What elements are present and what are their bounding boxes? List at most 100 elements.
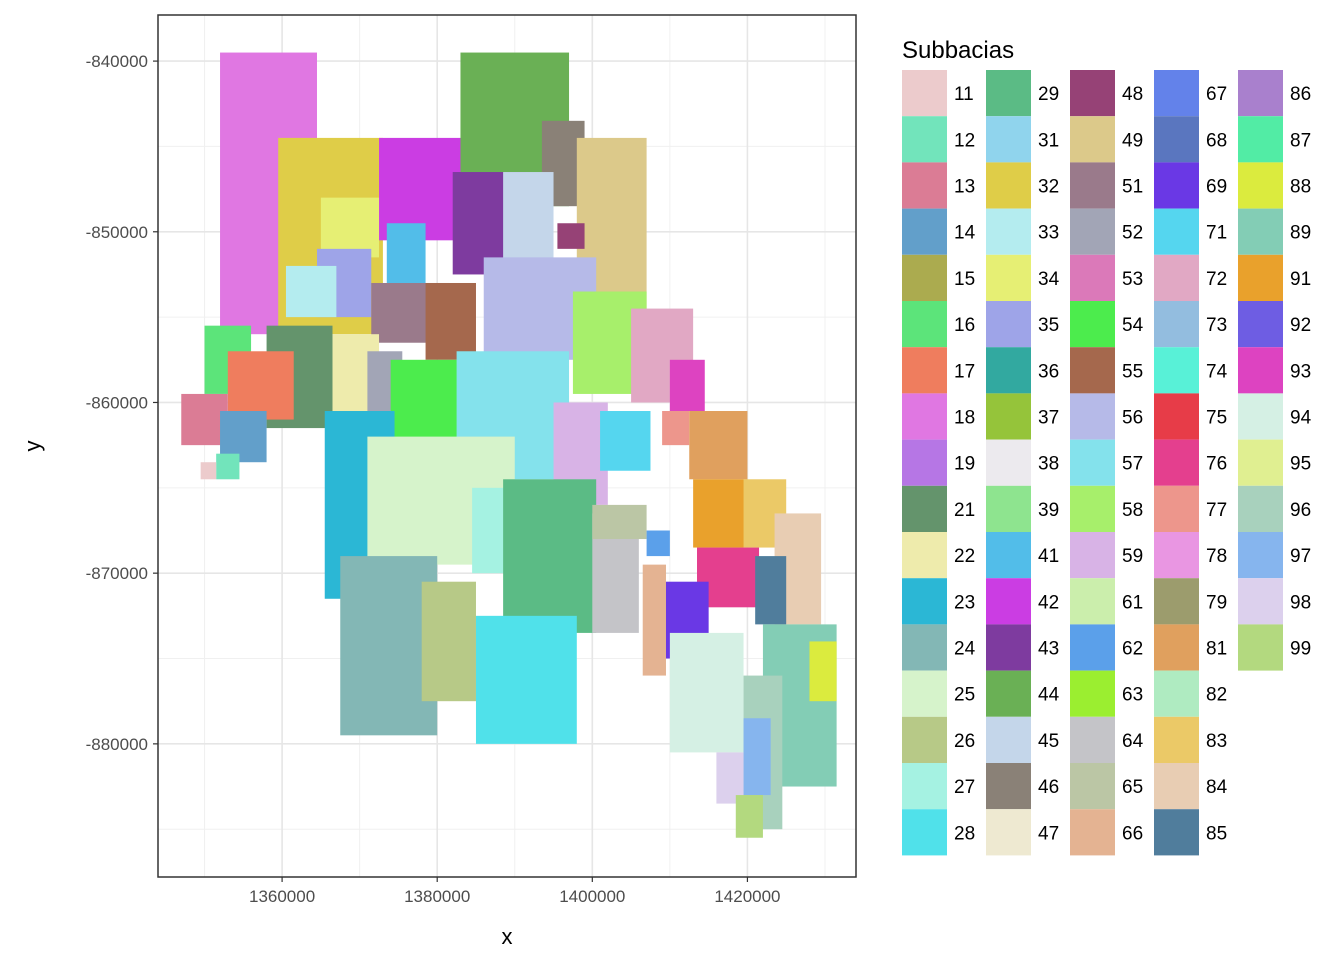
legend-label-46: 46	[1038, 777, 1059, 798]
legend-key-24	[902, 624, 947, 671]
region-88	[809, 641, 837, 702]
region-29	[503, 479, 597, 633]
legend-label-99: 99	[1290, 639, 1311, 660]
legend-key-68	[1154, 116, 1199, 163]
legend-label-89: 89	[1290, 223, 1311, 244]
legend-label-43: 43	[1038, 639, 1059, 660]
legend-key-51	[1070, 162, 1115, 209]
legend-label-98: 98	[1290, 592, 1311, 613]
legend-key-96	[1238, 485, 1283, 532]
legend-key-77	[1154, 485, 1199, 532]
legend-label-16: 16	[954, 315, 975, 336]
legend-label-37: 37	[1038, 408, 1059, 429]
legend-key-67	[1154, 70, 1199, 117]
legend-key-12	[902, 116, 947, 163]
legend-key-21	[902, 485, 947, 532]
legend-key-89	[1238, 208, 1283, 255]
region-12	[216, 453, 240, 480]
legend-key-64	[1070, 716, 1115, 763]
legend-key-11	[902, 70, 947, 117]
region-97	[743, 718, 771, 796]
legend-key-34	[986, 254, 1031, 301]
legend-title: Subbacias	[902, 37, 1014, 64]
y-tick-label: -870000	[86, 564, 148, 583]
region-85	[755, 556, 787, 625]
raster-regions	[181, 52, 837, 838]
legend-label-21: 21	[954, 500, 975, 521]
legend-key-75	[1154, 393, 1199, 440]
legend-label-13: 13	[954, 177, 975, 198]
legend-label-29: 29	[1038, 84, 1059, 105]
region-62	[646, 530, 670, 557]
legend-label-95: 95	[1290, 454, 1311, 475]
legend-label-62: 62	[1122, 639, 1143, 660]
x-tick-label: 1380000	[404, 887, 470, 906]
legend-label-65: 65	[1122, 777, 1143, 798]
legend-label-19: 19	[954, 454, 975, 475]
legend-key-62	[1070, 624, 1115, 671]
legend-label-91: 91	[1290, 269, 1311, 290]
legend-key-73	[1154, 301, 1199, 348]
region-55	[425, 282, 476, 360]
legend-label-75: 75	[1206, 408, 1227, 429]
legend-label-45: 45	[1038, 731, 1059, 752]
legend-key-52	[1070, 208, 1115, 255]
legend-key-45	[986, 716, 1031, 763]
legend-key-14	[902, 208, 947, 255]
legend-key-25	[902, 670, 947, 717]
legend-label-33: 33	[1038, 223, 1059, 244]
legend-label-27: 27	[954, 777, 975, 798]
legend-key-97	[1238, 532, 1283, 579]
legend-key-69	[1154, 162, 1199, 209]
legend-key-35	[986, 301, 1031, 348]
legend-label-81: 81	[1206, 639, 1227, 660]
x-tick-label: 1400000	[559, 887, 625, 906]
legend-label-41: 41	[1038, 546, 1059, 567]
legend-label-86: 86	[1290, 84, 1311, 105]
legend-label-51: 51	[1122, 177, 1143, 198]
legend-label-44: 44	[1038, 685, 1060, 706]
legend-label-48: 48	[1122, 84, 1143, 105]
legend-label-52: 52	[1122, 223, 1143, 244]
legend-label-93: 93	[1290, 361, 1311, 382]
x-axis: 1360000 1380000 1400000 1420000	[249, 877, 781, 906]
region-94	[669, 632, 744, 753]
legend-label-59: 59	[1122, 546, 1143, 567]
legend-key-66	[1070, 809, 1115, 856]
legend-label-49: 49	[1122, 130, 1143, 151]
legend-label-25: 25	[954, 685, 975, 706]
legend-key-15	[902, 254, 947, 301]
region-34	[320, 197, 380, 258]
legend-key-32	[986, 162, 1031, 209]
legend-key-87	[1238, 116, 1283, 163]
legend-label-58: 58	[1122, 500, 1143, 521]
region-13	[181, 393, 228, 446]
legend-key-86	[1238, 70, 1283, 117]
legend-label-18: 18	[954, 408, 975, 429]
legend-key-57	[1070, 439, 1115, 486]
legend-key-29	[986, 70, 1031, 117]
legend-label-88: 88	[1290, 177, 1311, 198]
legend-key-85	[1154, 809, 1199, 856]
y-tick-label: -850000	[86, 223, 148, 242]
legend-label-22: 22	[954, 546, 975, 567]
legend-key-49	[1070, 116, 1115, 163]
x-tick-label: 1360000	[249, 887, 315, 906]
legend-key-13	[902, 162, 947, 209]
legend-label-12: 12	[954, 130, 975, 151]
legend-key-84	[1154, 763, 1199, 810]
legend-label-77: 77	[1206, 500, 1227, 521]
legend-key-58	[1070, 485, 1115, 532]
legend-key-17	[902, 347, 947, 394]
legend-label-94: 94	[1290, 408, 1312, 429]
legend-label-68: 68	[1206, 130, 1227, 151]
legend-label-32: 32	[1038, 177, 1059, 198]
legend-label-85: 85	[1206, 823, 1227, 844]
legend-key-42	[986, 578, 1031, 625]
legend-key-94	[1238, 393, 1283, 440]
legend-label-36: 36	[1038, 361, 1059, 382]
legend-label-78: 78	[1206, 546, 1227, 567]
legend-key-39	[986, 485, 1031, 532]
legend-key-81	[1154, 624, 1199, 671]
